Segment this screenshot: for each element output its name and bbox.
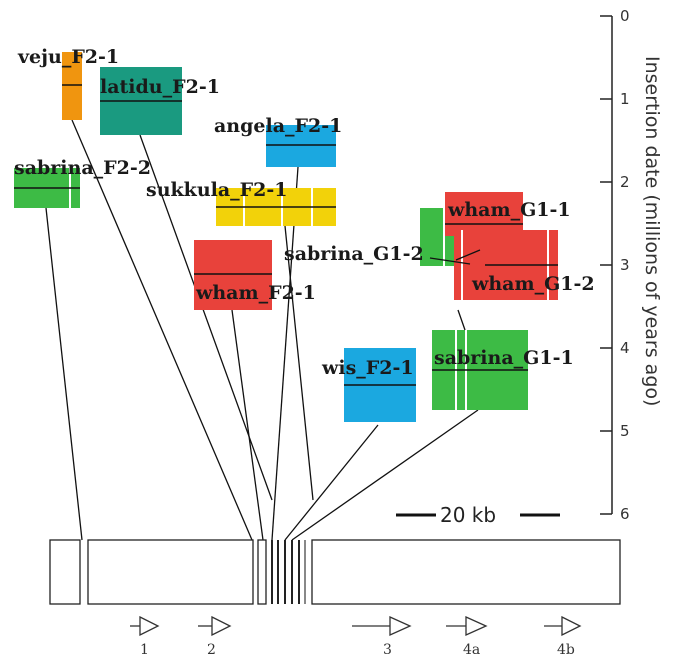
te-labels: veju_F2-1 latidu_F2-1 angela_F2-1 sabrin… bbox=[14, 46, 595, 379]
tick-label: 0 bbox=[620, 7, 630, 25]
gene-4a-arrow bbox=[446, 615, 488, 637]
label-wis: wis_F2-1 bbox=[321, 357, 414, 379]
gene-label: 4b bbox=[557, 642, 575, 658]
tick-label: 3 bbox=[620, 256, 630, 274]
gene-2-arrow bbox=[198, 615, 232, 637]
connector-lines bbox=[45, 119, 479, 541]
label-sabrina-f2-2: sabrina_F2-2 bbox=[14, 157, 151, 179]
genomic-locus bbox=[49, 539, 621, 605]
tick-label: 5 bbox=[620, 422, 630, 440]
label-veju: veju_F2-1 bbox=[17, 46, 119, 68]
scale-bar-label: 20 kb bbox=[440, 503, 496, 527]
label-wham-f2-1: wham_F2-1 bbox=[195, 282, 316, 304]
label-sukkula: sukkula_F2-1 bbox=[146, 179, 288, 201]
angela-block bbox=[266, 125, 336, 167]
label-sabrina-g1-2: sabrina_G1-2 bbox=[284, 243, 424, 265]
label-wham-g1-2: wham_G1-2 bbox=[471, 273, 595, 295]
wham-g1-1-block bbox=[445, 192, 523, 236]
gene-label: 2 bbox=[207, 642, 216, 658]
tick-label: 6 bbox=[620, 505, 630, 523]
te-blocks bbox=[14, 52, 558, 422]
tick-label: 2 bbox=[620, 173, 630, 191]
gene-label: 1 bbox=[140, 642, 149, 658]
scale-bar: 20 kb bbox=[396, 503, 560, 527]
tick-label: 4 bbox=[620, 339, 630, 357]
gene-label: 3 bbox=[383, 642, 392, 658]
gene-label: 4a bbox=[463, 642, 480, 658]
veju-block bbox=[62, 52, 82, 120]
insertion-date-axis: 0 1 2 3 4 5 6 Insertion date (millions o… bbox=[600, 7, 663, 523]
wham-f2-1-block bbox=[194, 240, 272, 310]
label-wham-g1-1: wham_G1-1 bbox=[447, 199, 571, 221]
label-latidu: latidu_F2-1 bbox=[100, 76, 220, 98]
tick-label: 1 bbox=[620, 90, 630, 108]
gene-3-arrow bbox=[352, 615, 412, 637]
gene-arrows bbox=[130, 615, 582, 637]
gene-labels: 1 2 3 4a 4b bbox=[140, 642, 575, 658]
gene-1-arrow bbox=[130, 615, 160, 637]
gene-4b-arrow bbox=[544, 615, 582, 637]
axis-title: Insertion date (millions of years ago) bbox=[641, 56, 663, 406]
label-sabrina-g1-1: sabrina_G1-1 bbox=[434, 347, 574, 369]
label-angela: angela_F2-1 bbox=[214, 115, 342, 137]
